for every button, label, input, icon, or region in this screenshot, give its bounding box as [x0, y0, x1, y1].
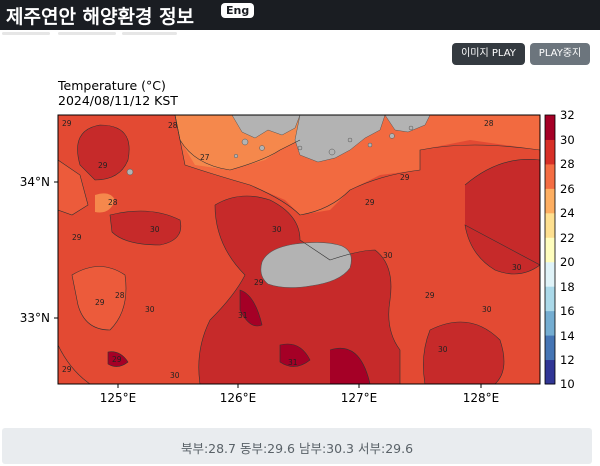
- colorbar-tick: 22: [560, 231, 575, 245]
- image-play-button[interactable]: 이미지 PLAY: [452, 43, 525, 65]
- map-timestamp: 2024/08/11/12 KST: [58, 93, 178, 108]
- region-summary-panel: 북부:28.7 동부:29.6 남부:30.3 서부:29.6: [2, 428, 592, 464]
- colorbar-swatch: [545, 335, 555, 361]
- tab-placeholder[interactable]: [2, 32, 50, 35]
- colorbar-tick: 24: [560, 206, 575, 220]
- map-title: Temperature (°C) 2024/08/11/12 KST: [58, 78, 178, 108]
- play-stop-button[interactable]: PLAY중지: [530, 43, 590, 65]
- contour-label: 29: [400, 173, 410, 182]
- lon-label: 126°E: [220, 391, 257, 405]
- contour-lines: [58, 115, 540, 384]
- axis-labels: 34°N 33°N 125°E 126°E 127°E 128°E: [20, 175, 500, 405]
- contour-label: 28: [168, 121, 178, 130]
- contour-label: 29: [95, 298, 105, 307]
- map-variable-label: Temperature (°C): [58, 78, 166, 93]
- sea-region-30-w: [110, 211, 181, 245]
- contour-label: 31: [238, 311, 248, 320]
- colorbar-ticks: 32 30 28 26 24 22 20 18 16 14 12 10: [560, 108, 575, 391]
- region-summary-text: 북부:28.7 동부:29.6 남부:30.3 서부:29.6: [180, 441, 414, 456]
- page-title: 제주연안 해양환경 정보: [6, 6, 195, 28]
- contour-label: 29: [254, 278, 264, 287]
- contour-label: 29: [62, 365, 72, 374]
- sea-region-31-b: [280, 344, 310, 367]
- lat-label: 33°N: [20, 311, 50, 325]
- contour-label: 31: [288, 358, 298, 367]
- colorbar-tick: 14: [560, 329, 575, 343]
- lon-label: 128°E: [463, 391, 500, 405]
- map-plot-area: 29 28 27 29 28 29 30 30 29 28 29 30 31 2…: [58, 115, 540, 384]
- contour-label: 30: [512, 263, 522, 272]
- colorbar-tick: 10: [560, 377, 575, 391]
- colorbar-tick: 16: [560, 304, 575, 318]
- contour-label: 30: [438, 345, 448, 354]
- contour-label: 30: [482, 305, 492, 314]
- colorbar-tick: 26: [560, 182, 575, 196]
- sea-region-30-east: [465, 159, 540, 274]
- colorbar-tick: 12: [560, 353, 575, 367]
- sea-region-31-a: [240, 290, 262, 326]
- contour-label: 29: [112, 355, 122, 364]
- contour-label: 30: [170, 371, 180, 380]
- tab-placeholder[interactable]: [58, 32, 116, 35]
- contour-label: 30: [150, 225, 160, 234]
- contour-label: 30: [272, 225, 282, 234]
- sea-region-31-c: [330, 348, 370, 384]
- colorbar-swatch: [545, 188, 555, 214]
- colorbar-swatch: [545, 359, 555, 385]
- colorbar-tick: 20: [560, 255, 575, 269]
- contour-label: 29: [72, 233, 82, 242]
- lon-label: 125°E: [100, 391, 137, 405]
- sea-region-31-d: [108, 351, 128, 367]
- sea-region-28-sw: [72, 266, 126, 330]
- tab-placeholder[interactable]: [122, 32, 177, 35]
- colorbar-swatch: [545, 310, 555, 336]
- map-frame: [57, 114, 541, 385]
- sea-region-30-center: [198, 196, 400, 384]
- colorbar-tick: 30: [560, 133, 575, 147]
- language-toggle[interactable]: Eng: [221, 3, 255, 18]
- colorbar-swatch: [545, 212, 555, 238]
- colorbar-swatch: [545, 139, 555, 165]
- sea-region-30-se: [423, 322, 504, 384]
- contour-label: 29: [425, 291, 435, 300]
- contour-label: 29: [365, 198, 375, 207]
- lon-label: 127°E: [341, 391, 378, 405]
- colorbar-tick: 28: [560, 157, 575, 171]
- colorbar-tick: 18: [560, 280, 575, 294]
- sea-region-28-west: [58, 160, 88, 215]
- colorbar-swatch: [545, 163, 555, 189]
- colorbar-swatch: [545, 286, 555, 312]
- colorbar-swatch: [545, 237, 555, 263]
- contour-label: 29: [98, 161, 108, 170]
- jeju-island: [260, 242, 352, 288]
- contour-label: 30: [383, 251, 393, 260]
- colorbar-swatch: [545, 115, 555, 140]
- contour-value-labels: 29 28 27 29 28 29 30 30 29 28 29 30 31 2…: [62, 119, 522, 380]
- axis-ticks: [54, 181, 482, 388]
- contour-label: 28: [108, 198, 118, 207]
- sea-region-30-nw: [77, 125, 130, 180]
- colorbar-tick: 32: [560, 108, 575, 122]
- top-bar: 제주연안 해양환경 정보 Eng: [0, 0, 600, 30]
- korean-southern-coast: [126, 115, 431, 176]
- colorbar: [545, 115, 555, 385]
- contour-label: 28: [484, 119, 494, 128]
- lat-label: 34°N: [20, 175, 50, 189]
- sea-region-28-small: [95, 193, 115, 213]
- colorbar-frame: [544, 114, 556, 385]
- colorbar-swatch: [545, 261, 555, 287]
- contour-label: 27: [200, 153, 210, 162]
- contour-label: 29: [62, 119, 72, 128]
- contour-label: 28: [115, 291, 125, 300]
- contour-label: 30: [145, 305, 155, 314]
